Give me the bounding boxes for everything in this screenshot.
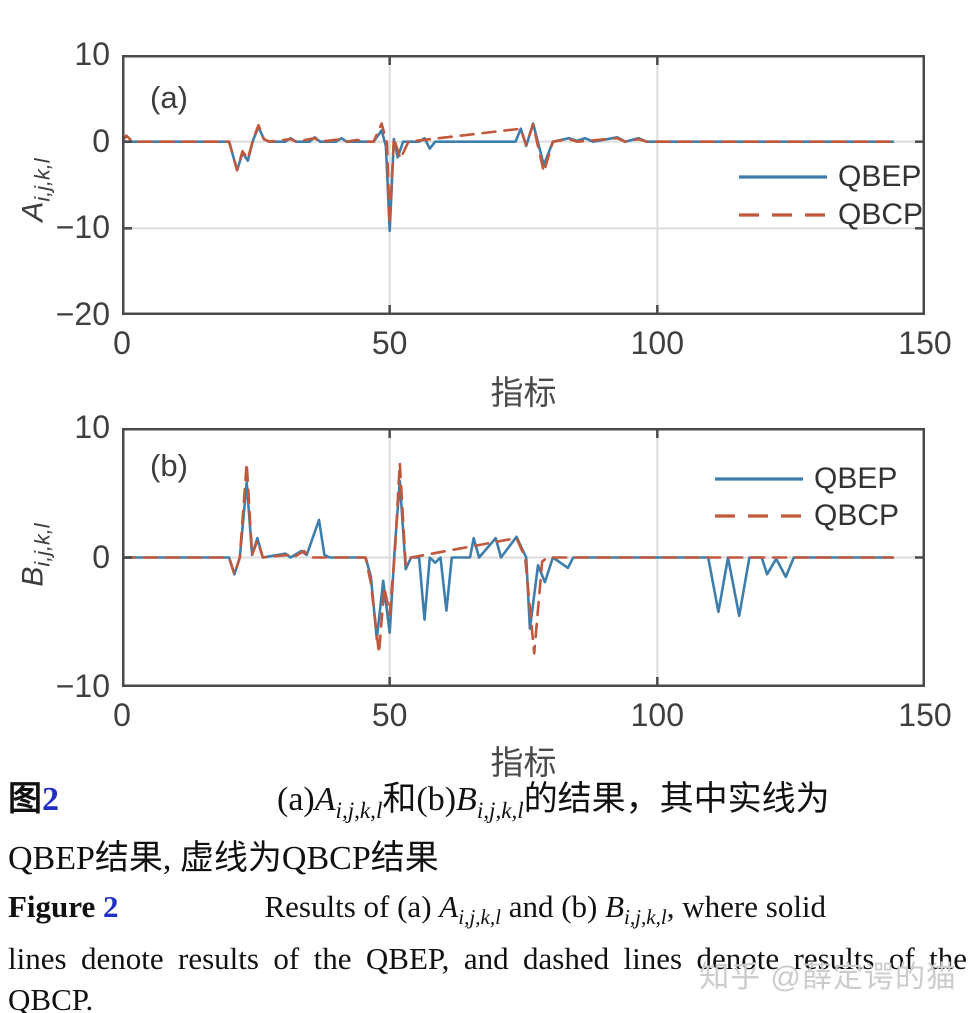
subscript-b: i,j,k,l [476, 797, 524, 824]
caption-en-line1: Figure 2 Results of (a) Ai,j,k,l and (b) … [8, 886, 967, 938]
caption-zh-figure-number: 2 [42, 781, 59, 818]
chart-a-xlabel: 指标 [490, 374, 557, 411]
chart-b-panel-label: (b) [150, 448, 188, 483]
caption-zh-line1: 图2 (a)Ai,j,k,l和(b)Bi,j,k,l的结果，其中实线为 [8, 776, 967, 835]
subscript-b: i,j,k,l [624, 905, 667, 930]
caption-en-line2: lines denote results of the QBEP, and da… [8, 941, 967, 977]
plot-border [122, 55, 925, 315]
x-tick-label: 150 [898, 697, 952, 733]
caption-en-text: Results of (a) [264, 889, 440, 924]
dashed-line-sample-icon [715, 513, 803, 518]
legend-item-qbcp: QBCP [713, 497, 899, 534]
y-tick-label: −20 [55, 296, 110, 332]
series-line-qbep [122, 479, 895, 641]
caption-zh-text: 的结果，其中实线为 [523, 781, 830, 818]
chart-a-plot [122, 55, 925, 315]
x-tick-label: 50 [371, 325, 408, 361]
y-tick-label: −10 [55, 209, 110, 246]
variable-a: A [439, 889, 459, 924]
caption-english: Figure 2 Results of (a) Ai,j,k,l and (b) … [8, 886, 967, 1013]
caption-chinese: 图2 (a)Ai,j,k,l和(b)Bi,j,k,l的结果，其中实线为 QBEP结… [8, 776, 967, 883]
chart-a-ylabel-sub: i,j,k,l [29, 158, 55, 202]
y-tick-label: 10 [74, 409, 110, 445]
caption-zh-figure-label: 图 [8, 781, 42, 818]
series-line-qbcp [122, 461, 895, 655]
caption-en-text: , where solid [666, 889, 827, 924]
solid-line-sample-icon [739, 175, 827, 179]
dashed-line-sample-icon [739, 213, 827, 217]
x-tick-label: 100 [630, 697, 685, 733]
caption-en-figure-number: 2 [103, 889, 119, 924]
caption-zh-line2: QBEP结果, 虚线为QBCP结果 [8, 839, 439, 877]
caption-zh-text: (a) [277, 781, 315, 818]
plot-border [122, 428, 925, 687]
chart-b-plot [122, 428, 925, 687]
legend-item-qbep: QBEP [713, 460, 899, 497]
chart-b-legend: QBEP QBCP [713, 460, 899, 534]
variable-b: B [605, 889, 625, 924]
caption-zh-text: 和(b) [382, 781, 457, 818]
chart-b-xlabel: 指标 [490, 744, 557, 781]
watermark: 知乎 @薛定谔的猫 [699, 961, 957, 994]
x-tick-label: 100 [630, 325, 685, 361]
variable-b: B [456, 781, 477, 818]
y-tick-label: 0 [92, 538, 110, 575]
legend-item-qbcp: QBCP [737, 196, 923, 234]
y-tick-label: −10 [55, 668, 110, 704]
legend-item-qbep: QBEP [737, 158, 923, 196]
variable-a: A [314, 781, 336, 818]
caption-en-figure-label: Figure [8, 889, 96, 924]
chart-a-legend: QBEP QBCP [737, 158, 923, 234]
y-tick-label: 10 [74, 36, 110, 72]
y-tick-label: 0 [92, 122, 110, 159]
chart-a-panel-label: (a) [150, 80, 188, 115]
caption-en-text: and (b) [500, 889, 606, 924]
subscript-a: i,j,k,l [335, 797, 383, 824]
series-line-qbcp [122, 122, 895, 227]
x-tick-label: 150 [898, 325, 952, 361]
solid-line-sample-icon [715, 476, 803, 481]
x-tick-label: 50 [371, 697, 408, 733]
x-tick-label: 0 [113, 325, 131, 361]
x-tick-label: 0 [113, 697, 131, 733]
legend-label-qbcp: QBCP [814, 498, 900, 532]
subscript-a: i,j,k,l [458, 905, 501, 930]
legend-label-qbep: QBEP [814, 461, 898, 495]
legend-label-qbep: QBEP [838, 160, 922, 193]
caption-en-line3: QBCP. [8, 982, 94, 1013]
legend-label-qbcp: QBCP [838, 198, 924, 231]
